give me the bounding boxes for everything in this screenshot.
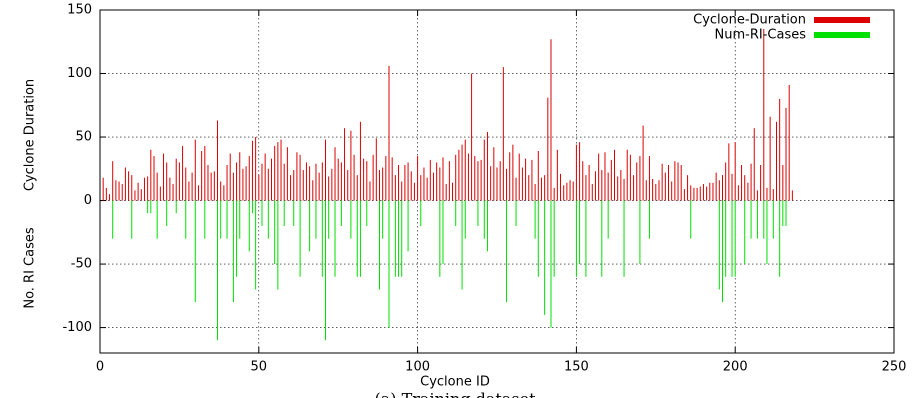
- x-tick-label: 250: [882, 360, 907, 375]
- y-axis-label: No. RI Cases: [23, 227, 38, 309]
- legend-label: Num-RI-Cases: [715, 28, 807, 43]
- x-tick-label: 50: [251, 360, 268, 375]
- y-tick-label: 50: [75, 130, 92, 145]
- legend-label: Cyclone-Duration: [693, 13, 806, 28]
- x-axis-label: Cyclone ID: [420, 375, 490, 390]
- x-tick-label: 150: [564, 360, 589, 375]
- x-tick-label: 100: [405, 360, 430, 375]
- y-tick-label: -50: [71, 257, 92, 272]
- caption: (a) Training dataset: [375, 390, 537, 398]
- x-tick-label: 200: [723, 360, 748, 375]
- y-tick-label: 150: [67, 3, 92, 18]
- plot-frame: [99, 9, 895, 354]
- y-tick-label: 100: [67, 66, 92, 81]
- y-tick-label: 0: [84, 193, 92, 208]
- y-tick-label: -100: [62, 320, 92, 335]
- y-axis-label: Cyclone Duration: [23, 79, 38, 191]
- x-tick-label: 0: [96, 360, 104, 375]
